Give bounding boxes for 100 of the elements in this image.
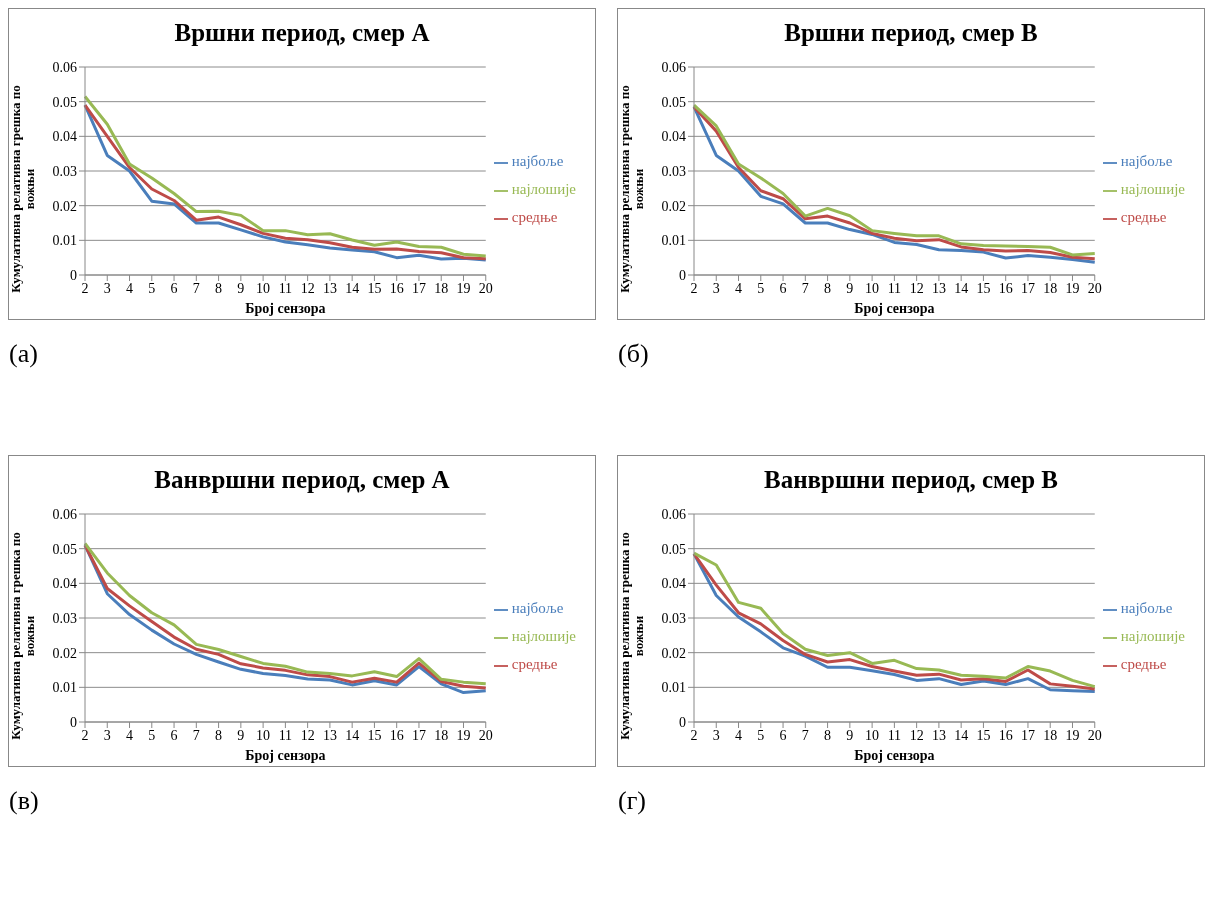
chart-title: Ванвршни период, смер А: [153, 465, 451, 495]
x-tick-label: 9: [237, 727, 245, 743]
x-tick-label: 6: [779, 727, 787, 743]
legend-label: средње: [1120, 656, 1167, 672]
y-axis-title: Кумулативна релативна грешка по вожњи: [8, 84, 37, 295]
x-tick-label: 9: [237, 280, 245, 296]
x-tick-label: 7: [801, 280, 809, 296]
text: (в): [9, 786, 39, 816]
x-tick-label: 20: [1087, 280, 1102, 296]
x-tick-label: 9: [846, 727, 854, 743]
x-tick-label: 19: [456, 280, 471, 296]
x-tick-label: 2: [81, 280, 89, 296]
y-tick-label: 0.06: [661, 506, 686, 522]
x-tick-label: 11: [278, 280, 293, 296]
y-tick-label: 0.02: [52, 645, 77, 661]
x-tick-label: 14: [345, 280, 360, 296]
x-tick-label: 14: [345, 727, 360, 743]
x-tick-label: 16: [998, 280, 1013, 296]
y-axis-title: Кумулативна релативна грешка по вожњи: [617, 531, 646, 742]
x-tick-label: 15: [976, 727, 991, 743]
x-tick-label: 7: [801, 727, 809, 743]
x-tick-label: 17: [411, 727, 426, 743]
y-axis-title: Кумулативна релативна грешка по вожњи: [8, 531, 37, 742]
x-tick-label: 3: [103, 280, 111, 296]
x-tick-label: 3: [712, 727, 720, 743]
x-tick-label: 16: [998, 727, 1013, 743]
x-tick-label: 10: [256, 280, 271, 296]
y-tick-label: 0.05: [52, 541, 77, 557]
legend-label: средње: [511, 656, 558, 672]
y-tick-label: 0.05: [661, 94, 686, 110]
x-tick-label: 8: [824, 727, 832, 743]
text: (а): [9, 339, 38, 369]
x-tick-label: 19: [456, 727, 471, 743]
x-tick-label: 8: [824, 280, 832, 296]
x-tick-label: 17: [1020, 280, 1035, 296]
x-tick-label: 11: [278, 727, 293, 743]
x-tick-label: 19: [1065, 727, 1080, 743]
x-tick-label: 16: [389, 727, 404, 743]
x-axis-title: Број сензора: [854, 748, 935, 763]
y-tick-label: 0.02: [661, 645, 686, 661]
x-tick-label: 12: [909, 727, 924, 743]
chart-title: Ванвршни период, смер В: [763, 465, 1059, 495]
y-tick-label: 0.01: [52, 680, 77, 696]
x-tick-label: 12: [300, 280, 315, 296]
y-tick-label: 0: [70, 714, 77, 730]
legend-label: најлошије: [511, 628, 576, 644]
x-tick-label: 17: [1020, 727, 1035, 743]
x-tick-label: 12: [300, 727, 315, 743]
y-tick-label: 0: [679, 714, 686, 730]
x-tick-label: 14: [954, 727, 969, 743]
x-tick-label: 20: [478, 727, 493, 743]
x-tick-label: 14: [954, 280, 969, 296]
y-tick-label: 0.05: [52, 94, 77, 110]
y-axis-title: Кумулативна релативна грешка по вожњи: [617, 84, 646, 295]
x-tick-label: 20: [1087, 727, 1102, 743]
x-tick-label: 2: [690, 280, 698, 296]
y-tick-label: 0.05: [661, 541, 686, 557]
x-tick-label: 8: [215, 280, 223, 296]
legend-label: средње: [511, 209, 558, 225]
y-tick-label: 0.01: [661, 233, 686, 249]
x-tick-label: 7: [192, 280, 200, 296]
x-tick-label: 4: [735, 727, 743, 743]
x-tick-label: 13: [322, 727, 337, 743]
x-tick-label: 4: [735, 280, 743, 296]
x-tick-label: 2: [690, 727, 698, 743]
x-tick-label: 3: [103, 727, 111, 743]
y-tick-label: 0.02: [52, 198, 77, 214]
x-tick-label: 19: [1065, 280, 1080, 296]
x-tick-label: 11: [887, 280, 902, 296]
x-tick-label: 5: [148, 727, 156, 743]
x-tick-label: 11: [887, 727, 902, 743]
x-tick-label: 2: [81, 727, 89, 743]
y-tick-label: 0.06: [52, 506, 77, 522]
y-tick-label: 0.04: [52, 129, 77, 145]
y-tick-label: 0.04: [661, 576, 686, 592]
x-tick-label: 12: [909, 280, 924, 296]
text: (б): [618, 339, 649, 369]
y-tick-label: 0.03: [661, 163, 686, 179]
legend-label: најбоље: [1120, 600, 1173, 616]
x-tick-label: 5: [148, 280, 156, 296]
x-tick-label: 18: [1043, 280, 1058, 296]
legend-label: најлошије: [1120, 181, 1185, 197]
x-tick-label: 15: [976, 280, 991, 296]
x-tick-label: 3: [712, 280, 720, 296]
x-axis-title: Број сензора: [245, 748, 326, 763]
y-tick-label: 0.01: [661, 680, 686, 696]
x-tick-label: 10: [256, 727, 271, 743]
x-tick-label: 16: [389, 280, 404, 296]
y-tick-label: 0.03: [52, 610, 77, 626]
x-axis-title: Број сензора: [854, 301, 935, 316]
legend-label: средње: [1120, 209, 1167, 225]
x-tick-label: 18: [1043, 727, 1058, 743]
x-tick-label: 10: [865, 727, 880, 743]
x-tick-label: 13: [322, 280, 337, 296]
y-tick-label: 0.06: [661, 59, 686, 75]
x-tick-label: 7: [192, 727, 200, 743]
legend-label: најлошије: [1120, 628, 1185, 644]
x-tick-label: 8: [215, 727, 223, 743]
legend-label: најбоље: [1120, 153, 1173, 169]
x-tick-label: 4: [126, 727, 134, 743]
